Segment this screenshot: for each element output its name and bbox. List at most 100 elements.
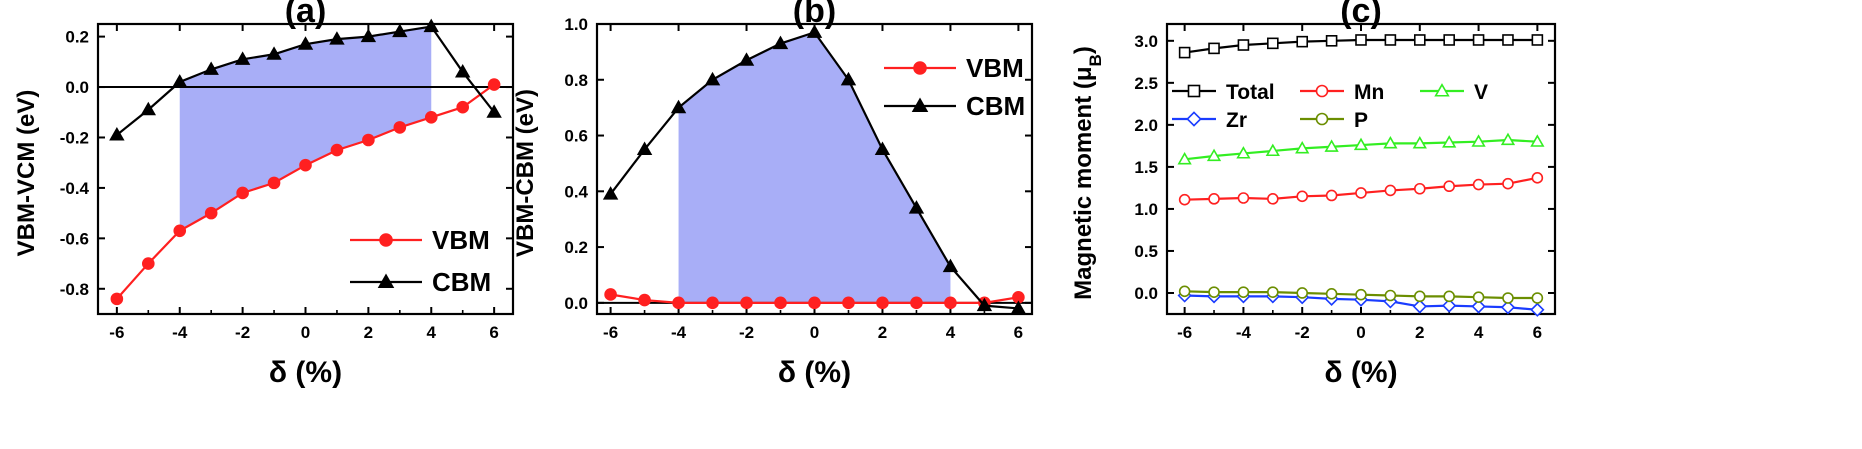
data-point bbox=[1384, 289, 1397, 302]
data-point bbox=[944, 296, 957, 310]
y-tick-label: 1.0 bbox=[564, 15, 588, 34]
data-point bbox=[1237, 286, 1250, 298]
data-point bbox=[1178, 193, 1191, 206]
data-point bbox=[1236, 146, 1251, 159]
legend-item-v: V bbox=[1420, 81, 1488, 104]
y-tick-label: 0.2 bbox=[564, 238, 588, 257]
data-point bbox=[808, 296, 821, 310]
data-point bbox=[636, 141, 653, 156]
data-point bbox=[424, 111, 438, 124]
legend-item-p: P bbox=[1300, 109, 1368, 132]
x-tick-label: 2 bbox=[878, 323, 887, 342]
legend-marker bbox=[379, 233, 393, 247]
data-point bbox=[1412, 299, 1427, 314]
data-point bbox=[110, 292, 124, 306]
data-point bbox=[454, 63, 471, 78]
x-tick-label: 4 bbox=[946, 323, 956, 342]
data-point bbox=[1325, 35, 1338, 47]
data-point bbox=[172, 74, 188, 88]
data-point bbox=[1413, 34, 1426, 46]
y-axis-label-sub: B bbox=[1086, 54, 1105, 66]
legend-item-total: Total bbox=[1172, 81, 1275, 104]
data-point bbox=[1353, 137, 1369, 151]
data-point bbox=[1267, 193, 1279, 205]
x-tick-label: -4 bbox=[671, 323, 687, 342]
data-point bbox=[1443, 290, 1455, 303]
data-point bbox=[1502, 34, 1514, 46]
data-point bbox=[109, 127, 125, 141]
x-tick-label: -2 bbox=[739, 323, 754, 342]
y-tick-label: 0.0 bbox=[65, 78, 89, 97]
data-point bbox=[1442, 298, 1457, 313]
data-point bbox=[638, 293, 651, 307]
y-axis-label-text: VBM-CBM (eV) bbox=[512, 89, 539, 257]
data-point bbox=[1325, 189, 1338, 202]
data-point bbox=[1206, 148, 1222, 162]
data-point bbox=[1471, 299, 1486, 314]
data-point bbox=[1296, 35, 1309, 48]
x-tick-label: -4 bbox=[1236, 323, 1252, 342]
y-tick-label: 0.6 bbox=[564, 127, 588, 146]
data-point bbox=[140, 101, 157, 116]
y-tick-label: 2.0 bbox=[1134, 116, 1158, 135]
x-axis-label: δ (%) bbox=[269, 356, 342, 389]
legend-marker bbox=[1315, 112, 1329, 126]
y-axis-label: Magnetic moment (μB) bbox=[1070, 46, 1105, 300]
data-point bbox=[1531, 172, 1544, 184]
data-point bbox=[1324, 139, 1339, 152]
data-point bbox=[1472, 291, 1485, 303]
data-point bbox=[706, 296, 719, 310]
data-point bbox=[1500, 132, 1516, 146]
y-tick-label: 0.2 bbox=[65, 28, 89, 47]
legend-item-vbm: VBM bbox=[350, 225, 490, 255]
data-point bbox=[1472, 34, 1485, 46]
data-point bbox=[456, 100, 469, 114]
chart-a: (a)-6 -4 -2 0 2 4 6-0.8-0.6-0.4-0.20.00.2δ (%)… bbox=[13, 0, 515, 389]
y-axis-label-text: VBM-VCM (eV) bbox=[13, 90, 40, 257]
data-point bbox=[1500, 300, 1516, 315]
data-point bbox=[173, 224, 187, 238]
y-tick-label: 1.5 bbox=[1134, 158, 1158, 177]
series-vbm bbox=[604, 288, 1025, 310]
y-tick-label: 1.0 bbox=[1134, 200, 1158, 219]
series-total bbox=[1178, 34, 1544, 59]
data-point bbox=[267, 176, 281, 190]
legend-marker bbox=[377, 273, 395, 288]
data-point bbox=[1355, 288, 1367, 301]
data-point bbox=[1384, 34, 1397, 46]
data-point bbox=[1296, 287, 1309, 299]
series-vbm bbox=[110, 78, 501, 306]
data-point bbox=[142, 257, 155, 270]
data-point bbox=[1325, 288, 1338, 300]
x-tick-label: 0 bbox=[1356, 323, 1365, 342]
y-tick-label: -0.2 bbox=[60, 128, 89, 147]
legend-marker bbox=[913, 61, 927, 75]
data-point bbox=[1502, 177, 1514, 190]
data-point bbox=[236, 186, 249, 200]
data-point bbox=[1265, 143, 1280, 157]
data-point bbox=[942, 258, 959, 273]
x-tick-label: 6 bbox=[489, 323, 498, 342]
data-point bbox=[487, 78, 501, 91]
x-tick-label: 2 bbox=[364, 323, 373, 342]
y-axis-label: VBM-CBM (eV) bbox=[512, 89, 539, 257]
x-tick-label: -4 bbox=[172, 323, 188, 342]
data-point bbox=[1237, 192, 1250, 204]
data-point bbox=[1442, 135, 1457, 148]
data-point bbox=[1355, 187, 1367, 199]
data-point bbox=[772, 35, 789, 50]
y-tick-label: -0.4 bbox=[60, 179, 90, 198]
legend: VBM CBM bbox=[884, 53, 1025, 121]
data-point bbox=[360, 28, 377, 43]
data-point bbox=[1177, 151, 1192, 165]
y-tick-label: 0.0 bbox=[564, 294, 588, 313]
x-tick-label: 4 bbox=[1474, 323, 1484, 342]
data-point bbox=[1443, 180, 1455, 193]
x-axis-label: δ (%) bbox=[778, 356, 851, 389]
x-tick-label: 6 bbox=[1014, 323, 1023, 342]
x-tick-label: 0 bbox=[810, 323, 819, 342]
legend-label: VBM bbox=[966, 53, 1024, 83]
x-tick-label: 0 bbox=[301, 323, 310, 342]
legend-label: CBM bbox=[966, 91, 1025, 121]
data-point bbox=[740, 296, 753, 310]
